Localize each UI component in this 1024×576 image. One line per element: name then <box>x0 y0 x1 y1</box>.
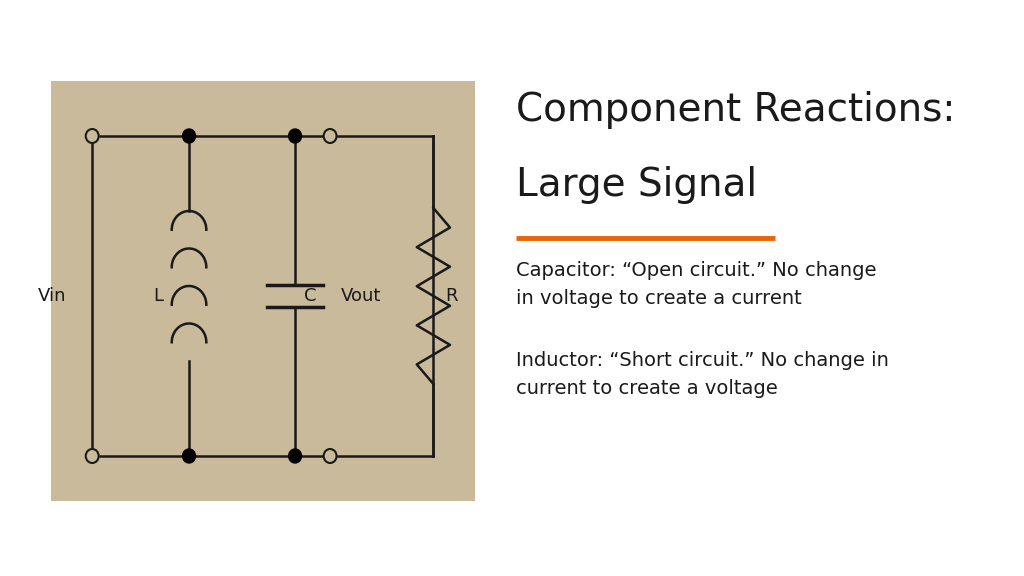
Circle shape <box>182 129 196 143</box>
Text: Vout: Vout <box>341 287 382 305</box>
Text: Inductor: “Short circuit.” No change in
current to create a voltage: Inductor: “Short circuit.” No change in … <box>516 351 889 398</box>
Text: Large Signal: Large Signal <box>516 166 758 204</box>
Circle shape <box>289 449 301 463</box>
Circle shape <box>182 449 196 463</box>
Circle shape <box>289 129 301 143</box>
Circle shape <box>324 449 337 463</box>
Circle shape <box>86 449 98 463</box>
Text: Vin: Vin <box>38 287 67 305</box>
Text: R: R <box>445 287 458 305</box>
Circle shape <box>86 129 98 143</box>
Text: Component Reactions:: Component Reactions: <box>516 91 955 129</box>
Text: Capacitor: “Open circuit.” No change
in voltage to create a current: Capacitor: “Open circuit.” No change in … <box>516 261 877 308</box>
Text: C: C <box>304 287 316 305</box>
Circle shape <box>324 129 337 143</box>
FancyBboxPatch shape <box>51 81 475 501</box>
Text: L: L <box>154 287 163 305</box>
